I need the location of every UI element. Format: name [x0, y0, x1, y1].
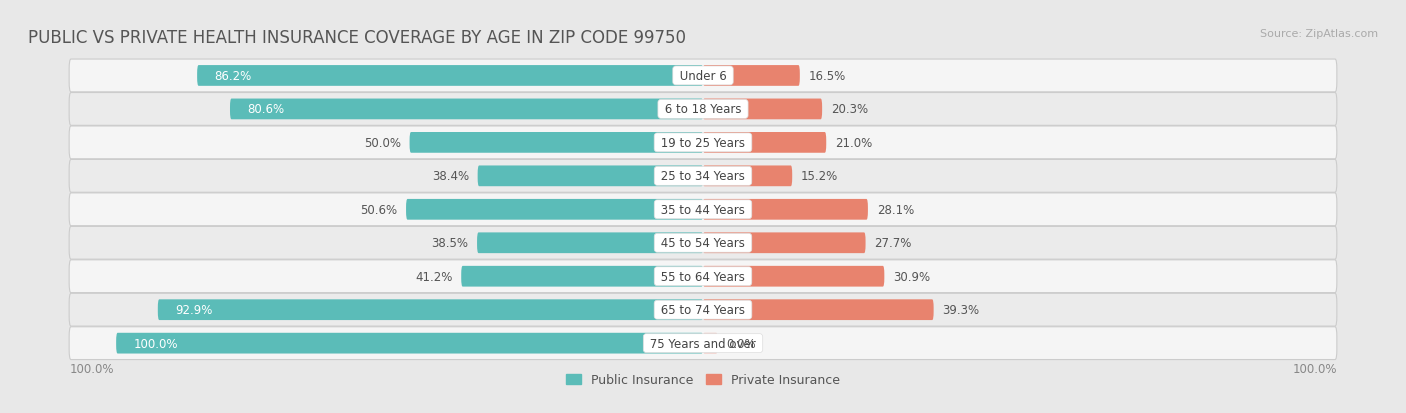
Text: 15.2%: 15.2% [801, 170, 838, 183]
Text: 25 to 34 Years: 25 to 34 Years [657, 170, 749, 183]
FancyBboxPatch shape [69, 160, 1337, 193]
FancyBboxPatch shape [703, 199, 868, 220]
Text: 39.3%: 39.3% [942, 304, 980, 316]
Text: Source: ZipAtlas.com: Source: ZipAtlas.com [1260, 29, 1378, 39]
FancyBboxPatch shape [69, 294, 1337, 326]
FancyBboxPatch shape [703, 66, 800, 87]
Text: 16.5%: 16.5% [808, 70, 846, 83]
FancyBboxPatch shape [69, 227, 1337, 259]
FancyBboxPatch shape [409, 133, 703, 153]
Text: 100.0%: 100.0% [1292, 362, 1337, 375]
FancyBboxPatch shape [69, 93, 1337, 126]
FancyBboxPatch shape [406, 199, 703, 220]
Text: 100.0%: 100.0% [134, 337, 179, 350]
Text: 80.6%: 80.6% [247, 103, 285, 116]
FancyBboxPatch shape [703, 333, 717, 354]
FancyBboxPatch shape [461, 266, 703, 287]
Text: 75 Years and over: 75 Years and over [647, 337, 759, 350]
FancyBboxPatch shape [703, 299, 934, 320]
Text: 38.4%: 38.4% [432, 170, 468, 183]
FancyBboxPatch shape [703, 99, 823, 120]
Text: 6 to 18 Years: 6 to 18 Years [661, 103, 745, 116]
FancyBboxPatch shape [117, 333, 703, 354]
Text: 30.9%: 30.9% [893, 270, 931, 283]
FancyBboxPatch shape [69, 327, 1337, 360]
Text: 55 to 64 Years: 55 to 64 Years [657, 270, 749, 283]
Text: 50.0%: 50.0% [364, 137, 401, 150]
FancyBboxPatch shape [69, 127, 1337, 159]
Text: 92.9%: 92.9% [176, 304, 212, 316]
FancyBboxPatch shape [478, 166, 703, 187]
FancyBboxPatch shape [703, 233, 866, 254]
Text: 21.0%: 21.0% [835, 137, 872, 150]
Text: 35 to 44 Years: 35 to 44 Years [657, 203, 749, 216]
Text: 38.5%: 38.5% [432, 237, 468, 250]
FancyBboxPatch shape [157, 299, 703, 320]
FancyBboxPatch shape [69, 260, 1337, 293]
FancyBboxPatch shape [231, 99, 703, 120]
Text: 45 to 54 Years: 45 to 54 Years [657, 237, 749, 250]
Text: 19 to 25 Years: 19 to 25 Years [657, 137, 749, 150]
Legend: Public Insurance, Private Insurance: Public Insurance, Private Insurance [561, 368, 845, 391]
Text: Under 6: Under 6 [676, 70, 730, 83]
Text: 20.3%: 20.3% [831, 103, 868, 116]
Text: PUBLIC VS PRIVATE HEALTH INSURANCE COVERAGE BY AGE IN ZIP CODE 99750: PUBLIC VS PRIVATE HEALTH INSURANCE COVER… [28, 29, 686, 47]
Text: 41.2%: 41.2% [415, 270, 453, 283]
FancyBboxPatch shape [69, 193, 1337, 226]
Text: 28.1%: 28.1% [877, 203, 914, 216]
Text: 100.0%: 100.0% [69, 362, 114, 375]
FancyBboxPatch shape [703, 133, 827, 153]
FancyBboxPatch shape [703, 166, 792, 187]
FancyBboxPatch shape [197, 66, 703, 87]
Text: 50.6%: 50.6% [360, 203, 398, 216]
Text: 65 to 74 Years: 65 to 74 Years [657, 304, 749, 316]
FancyBboxPatch shape [477, 233, 703, 254]
Text: 0.0%: 0.0% [727, 337, 756, 350]
Text: 86.2%: 86.2% [215, 70, 252, 83]
FancyBboxPatch shape [703, 266, 884, 287]
Text: 27.7%: 27.7% [875, 237, 911, 250]
FancyBboxPatch shape [69, 60, 1337, 93]
